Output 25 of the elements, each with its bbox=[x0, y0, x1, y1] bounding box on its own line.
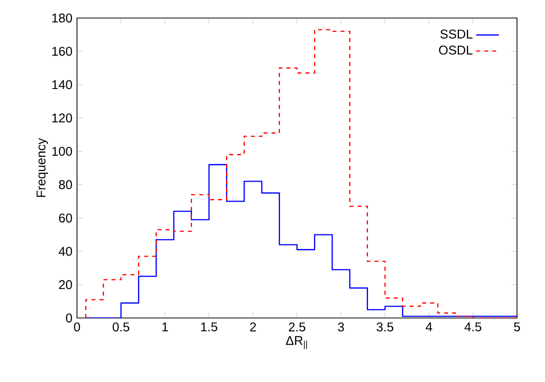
y-tick-label: 100 bbox=[52, 146, 72, 156]
y-tick-label: 60 bbox=[59, 214, 72, 222]
x-tick-label: 1.5 bbox=[201, 322, 218, 332]
x-tick-label: 5 bbox=[514, 322, 520, 332]
legend-label: SSDL bbox=[440, 30, 472, 39]
y-axis-title: Frequency bbox=[36, 138, 48, 197]
x-tick-label: 1 bbox=[162, 322, 168, 332]
x-tick-label: 0.5 bbox=[112, 322, 130, 332]
y-tick-label: 160 bbox=[52, 46, 72, 56]
y-tick-label: 40 bbox=[58, 246, 72, 256]
legend-label: OSDL bbox=[439, 46, 472, 55]
y-tick-label: 120 bbox=[52, 114, 72, 122]
y-tick-label: 0 bbox=[66, 314, 72, 322]
y-tick-label: 80 bbox=[58, 180, 72, 190]
x-axis-title: ΔR$_{||}$ bbox=[286, 336, 307, 350]
x-tick-label: 0 bbox=[74, 322, 80, 332]
x-tick-label: 4.5 bbox=[464, 322, 482, 332]
y-tick-label: 20 bbox=[59, 280, 72, 290]
x-tick-label: 3 bbox=[338, 322, 344, 332]
y-tick-label: 180 bbox=[52, 14, 72, 22]
x-tick-label: 4 bbox=[426, 322, 432, 332]
x-tick-label: 2.5 bbox=[288, 322, 306, 332]
x-tick-label: 2 bbox=[250, 322, 256, 332]
y-tick-label: 140 bbox=[52, 80, 72, 90]
x-tick-label: 3.5 bbox=[376, 322, 394, 332]
